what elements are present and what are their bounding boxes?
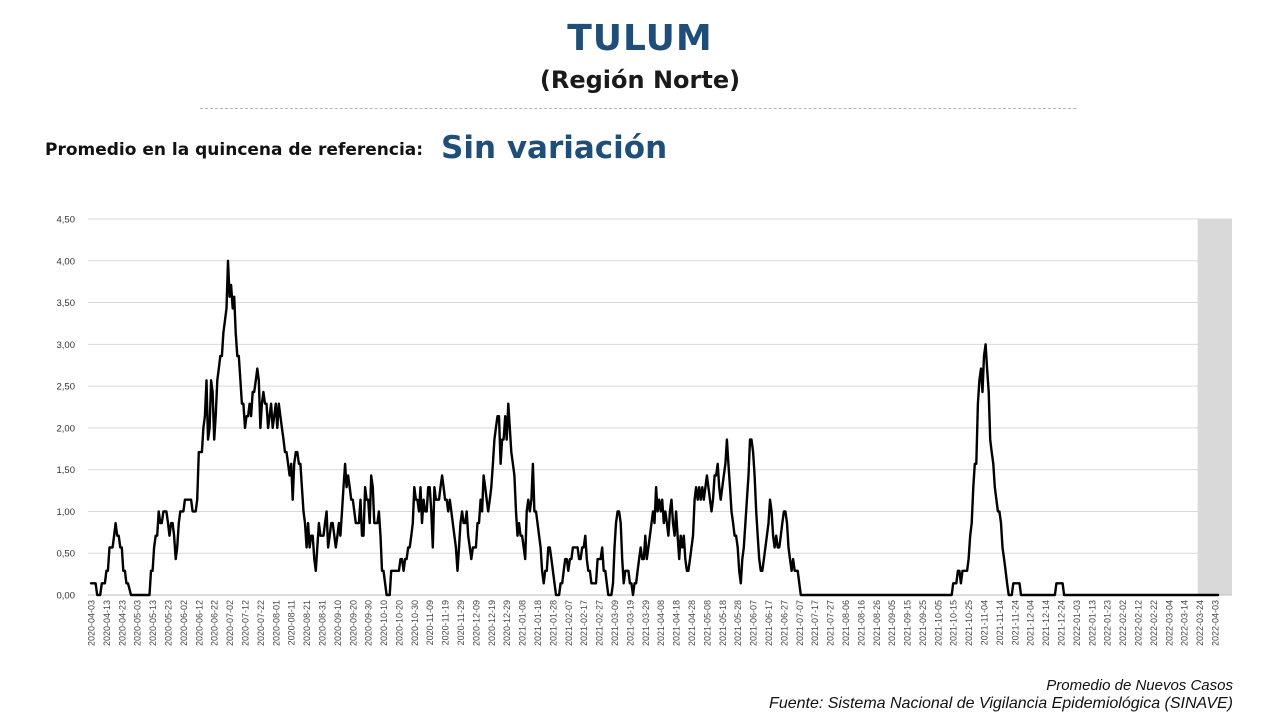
x-tick-label: 2020-08-11 bbox=[287, 600, 297, 645]
x-tick-label: 2020-07-02 bbox=[225, 600, 235, 646]
x-tick-label: 2021-12-04 bbox=[1026, 600, 1036, 646]
x-tick-label: 2021-10-05 bbox=[933, 600, 943, 646]
x-tick-label: 2021-01-08 bbox=[518, 600, 528, 646]
x-tick-label: 2021-10-15 bbox=[949, 600, 959, 646]
region-subtitle: (Región Norte) bbox=[539, 66, 741, 94]
x-tick-label: 2021-05-18 bbox=[718, 600, 728, 646]
x-tick-label: 2020-11-29 bbox=[456, 600, 466, 645]
x-tick-label: 2021-07-07 bbox=[795, 600, 805, 646]
x-tick-label: 2021-03-09 bbox=[610, 600, 620, 646]
y-tick-label: 2,00 bbox=[57, 423, 76, 434]
x-tick-label: 2021-11-14 bbox=[995, 600, 1005, 645]
x-tick-label: 2020-09-10 bbox=[333, 600, 343, 646]
x-tick-label: 2021-04-08 bbox=[656, 600, 666, 646]
x-tick-label: 2021-01-28 bbox=[548, 600, 558, 646]
x-tick-label: 2021-06-07 bbox=[749, 600, 759, 646]
x-tick-label: 2022-03-14 bbox=[1180, 600, 1190, 646]
x-tick-label: 2020-07-12 bbox=[240, 600, 250, 646]
x-tick-label: 2021-12-24 bbox=[1057, 600, 1067, 646]
x-tick-label: 2020-04-23 bbox=[117, 600, 127, 646]
x-tick-label: 2021-11-24 bbox=[1010, 600, 1020, 645]
x-tick-label: 2021-08-26 bbox=[872, 600, 882, 646]
x-tick-label: 2020-09-20 bbox=[348, 600, 358, 646]
x-tick-label: 2021-03-19 bbox=[625, 600, 635, 646]
x-tick-label: 2022-02-12 bbox=[1134, 600, 1144, 646]
x-tick-label: 2021-06-27 bbox=[779, 600, 789, 646]
x-tick-label: 2020-12-19 bbox=[487, 600, 497, 646]
x-tick-label: 2022-02-22 bbox=[1149, 600, 1159, 646]
shaded-period bbox=[1197, 219, 1232, 595]
x-tick-label: 2020-04-03 bbox=[87, 600, 97, 646]
x-tick-label: 2020-06-22 bbox=[210, 600, 220, 646]
x-tick-label: 2022-01-03 bbox=[1072, 600, 1082, 646]
x-tick-label: 2021-08-16 bbox=[856, 600, 866, 646]
x-tick-label: 2021-05-28 bbox=[733, 600, 743, 646]
y-tick-label: 1,00 bbox=[57, 507, 76, 518]
x-tick-label: 2020-12-29 bbox=[502, 600, 512, 646]
x-tick-label: 2021-07-27 bbox=[826, 600, 836, 646]
x-tick-label: 2021-02-27 bbox=[595, 600, 605, 646]
x-tick-label: 2020-10-10 bbox=[379, 600, 389, 646]
x-tick-label: 2022-02-02 bbox=[1118, 600, 1128, 646]
x-tick-label: 2020-06-02 bbox=[179, 600, 189, 646]
x-tick-label: 2020-11-09 bbox=[425, 600, 435, 645]
y-tick-label: 3,00 bbox=[57, 340, 76, 351]
x-tick-label: 2021-12-14 bbox=[1041, 600, 1051, 646]
x-tick-label: 2021-04-28 bbox=[687, 600, 697, 646]
x-tick-label: 2021-07-17 bbox=[810, 600, 820, 646]
x-tick-label: 2020-12-09 bbox=[471, 600, 481, 646]
x-tick-label: 2020-04-13 bbox=[102, 600, 112, 646]
x-tick-label: 2020-08-01 bbox=[271, 600, 281, 646]
x-tick-label: 2020-10-20 bbox=[394, 600, 404, 646]
x-tick-label: 2022-01-23 bbox=[1103, 600, 1113, 646]
x-tick-label: 2021-06-17 bbox=[764, 600, 774, 646]
reference-label: Promedio en la quincena de referencia: bbox=[45, 140, 424, 160]
x-tick-label: 2020-05-13 bbox=[148, 600, 158, 646]
y-tick-label: 4,50 bbox=[57, 215, 76, 226]
y-tick-label: 3,50 bbox=[57, 298, 76, 309]
y-tick-label: 2,50 bbox=[57, 382, 76, 393]
x-tick-label: 2021-08-06 bbox=[841, 600, 851, 646]
reference-value: Sin variación bbox=[441, 130, 668, 166]
page-title: TULUM bbox=[567, 18, 713, 59]
source-note: Fuente: Sistema Nacional de Vigilancia E… bbox=[769, 695, 1233, 712]
x-tick-label: 2021-09-05 bbox=[887, 600, 897, 646]
x-tick-label: 2021-04-18 bbox=[672, 600, 682, 646]
x-tick-label: 2020-05-23 bbox=[163, 600, 173, 646]
y-tick-label: 4,00 bbox=[57, 256, 76, 267]
x-tick-label: 2021-09-25 bbox=[918, 600, 928, 646]
x-tick-label: 2020-06-12 bbox=[194, 600, 204, 646]
x-tick-label: 2022-03-04 bbox=[1164, 600, 1174, 646]
x-tick-label: 2021-09-15 bbox=[903, 600, 913, 646]
x-tick-label: 2020-07-22 bbox=[256, 600, 266, 646]
x-tick-label: 2021-01-18 bbox=[533, 600, 543, 646]
x-tick-label: 2020-08-21 bbox=[302, 600, 312, 646]
x-tick-label: 2022-03-24 bbox=[1195, 600, 1205, 646]
x-tick-label: 2020-10-30 bbox=[410, 600, 420, 646]
x-tick-label: 2020-05-03 bbox=[133, 600, 143, 646]
title-divider bbox=[200, 108, 1076, 109]
x-tick-label: 2020-08-31 bbox=[317, 600, 327, 646]
x-tick-label: 2021-05-08 bbox=[702, 600, 712, 646]
x-tick-label: 2022-01-13 bbox=[1087, 600, 1097, 646]
x-tick-label: 2021-03-29 bbox=[641, 600, 651, 646]
x-tick-label: 2021-02-07 bbox=[564, 600, 574, 646]
x-tick-label: 2022-04-03 bbox=[1211, 600, 1221, 646]
series-caption: Promedio de Nuevos Casos bbox=[1046, 677, 1233, 694]
y-tick-label: 1,50 bbox=[57, 465, 76, 476]
x-tick-label: 2020-11-19 bbox=[441, 600, 451, 645]
x-tick-label: 2021-10-25 bbox=[964, 600, 974, 646]
y-tick-label: 0,00 bbox=[57, 591, 76, 602]
y-tick-label: 0,50 bbox=[57, 549, 76, 560]
x-tick-label: 2021-11-04 bbox=[980, 600, 990, 645]
series-line bbox=[89, 259, 1220, 597]
x-tick-label: 2021-02-17 bbox=[579, 600, 589, 646]
x-tick-label: 2020-09-30 bbox=[364, 600, 374, 646]
